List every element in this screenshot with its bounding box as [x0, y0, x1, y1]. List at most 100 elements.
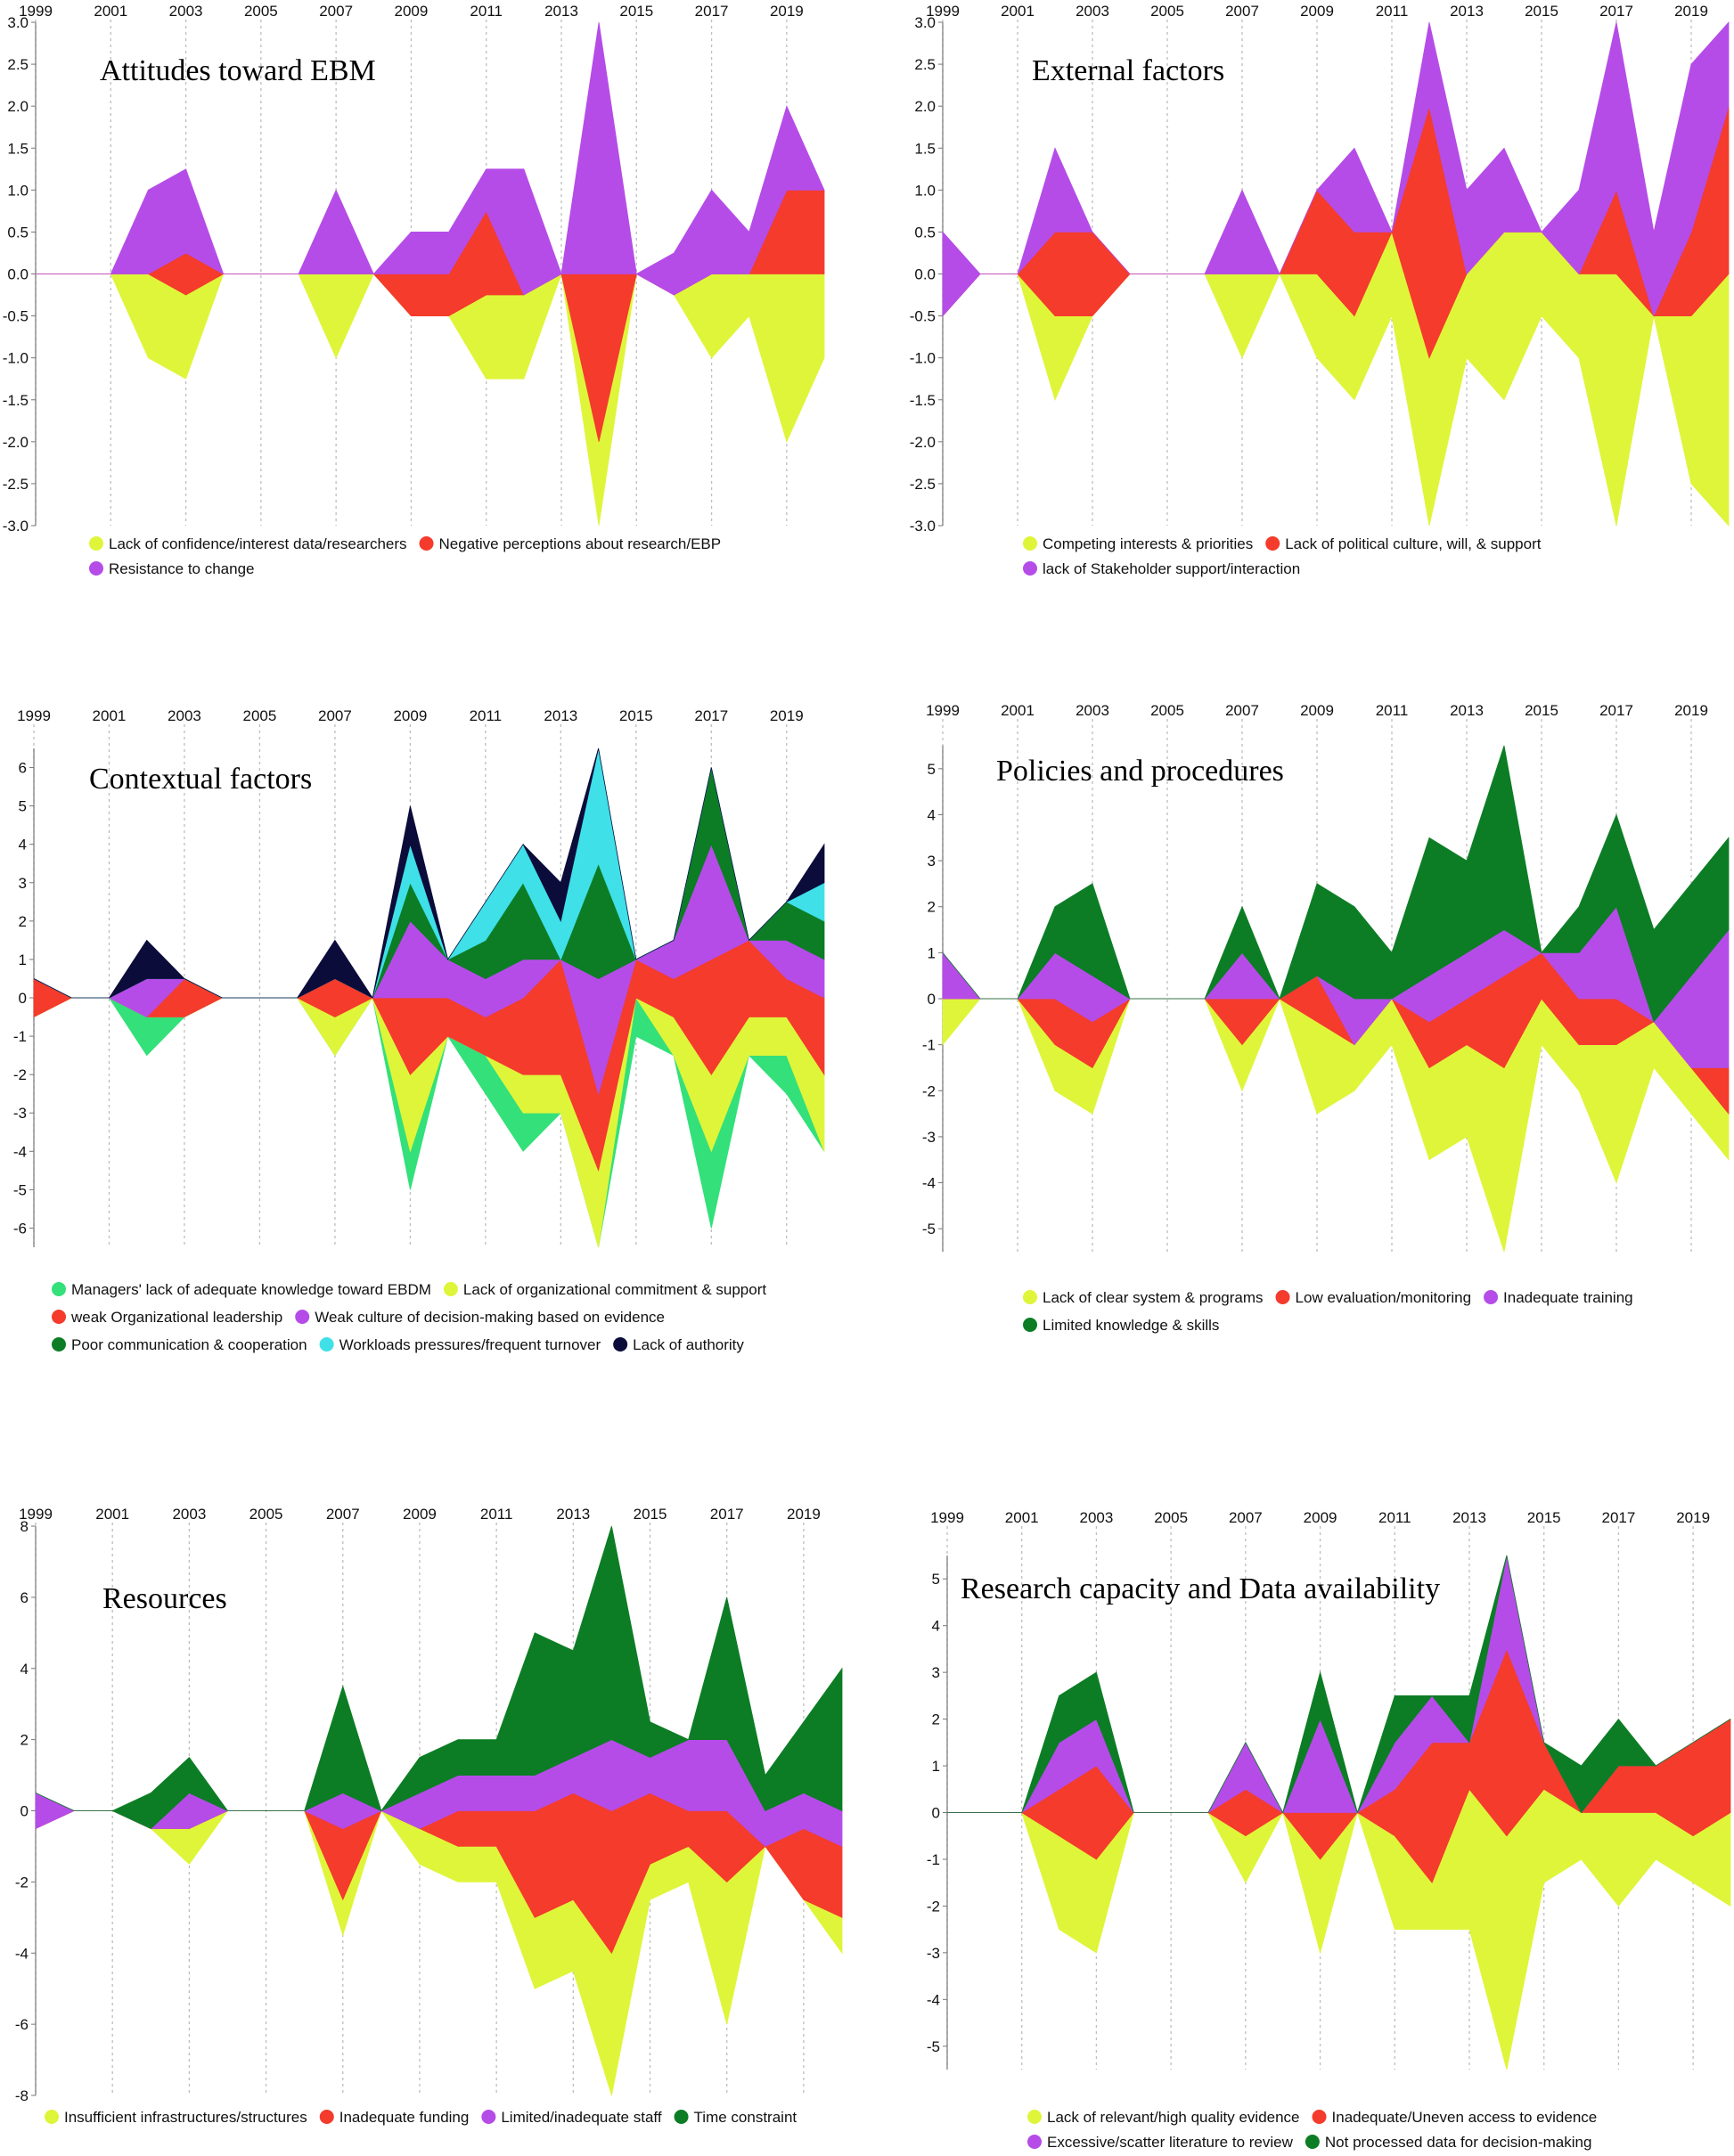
y-tick-label: -5 — [922, 1221, 936, 1237]
y-tick-label: 1.0 — [7, 182, 29, 199]
legend-swatch — [45, 2110, 59, 2124]
legend-label: Lack of organizational commitment & supp… — [463, 1281, 766, 1298]
legend-swatch — [674, 2110, 689, 2124]
x-tick-label: 2009 — [393, 707, 427, 724]
y-tick-label: 0.5 — [914, 224, 936, 241]
x-tick-label: 2009 — [395, 3, 429, 20]
x-tick-label: 2005 — [1154, 1509, 1188, 1526]
x-tick-label: 2013 — [544, 3, 578, 20]
x-tick-label: 2007 — [1229, 1509, 1263, 1526]
legend-swatch — [1027, 2110, 1042, 2124]
y-tick-label: 1.5 — [7, 140, 29, 157]
y-tick-label: 2 — [19, 913, 27, 930]
legend-label: Workloads pressures/frequent turnover — [339, 1336, 601, 1353]
x-tick-label: 2013 — [1452, 1509, 1486, 1526]
x-tick-label: 1999 — [17, 707, 51, 724]
area-layer — [947, 1555, 1731, 1814]
x-tick-label: 2005 — [244, 3, 278, 20]
y-tick-label: -2.5 — [910, 476, 936, 493]
legend-swatch — [1023, 536, 1037, 551]
y-tick-label: -6 — [15, 2016, 29, 2033]
legend-swatch — [1305, 2135, 1320, 2149]
chart-title: External factors — [1032, 54, 1224, 87]
legend-swatch — [613, 1337, 628, 1352]
y-tick-label: 6 — [20, 1589, 29, 1606]
chart-0: 1999 2001 2003 2005 2007 2009 2011 2013 2015 2017… — [3, 3, 825, 577]
legend-label: Inadequate training — [1503, 1289, 1633, 1306]
y-tick-label: 4 — [19, 837, 27, 853]
y-tick-label: -5 — [13, 1181, 27, 1198]
area-layer — [942, 20, 1730, 317]
x-tick-label: 2007 — [1225, 3, 1259, 20]
x-tick-label: 2003 — [1080, 1509, 1114, 1526]
y-tick-label: -1 — [13, 1028, 27, 1045]
y-tick-label: 1.5 — [914, 140, 936, 157]
x-tick-label: 2003 — [169, 3, 203, 20]
x-tick-label: 2013 — [1450, 3, 1484, 20]
y-tick-label: 2.5 — [914, 56, 936, 73]
x-tick-label: 2019 — [787, 1506, 821, 1523]
legend-swatch — [1023, 1290, 1037, 1304]
y-tick-label: 3 — [928, 853, 936, 870]
y-tick-label: -0.5 — [910, 308, 936, 325]
x-tick-label: 2011 — [1378, 1509, 1411, 1526]
chart-title: Contextual factors — [89, 763, 312, 796]
legend-swatch — [89, 561, 103, 576]
x-tick-label: 2001 — [1001, 3, 1035, 20]
x-tick-label: 2009 — [1304, 1509, 1337, 1526]
legend-label: Lack of relevant/high quality evidence — [1047, 2109, 1300, 2126]
legend-label: Limited knowledge & skills — [1043, 1317, 1219, 1334]
legend-label: Negative perceptions about research/EBP — [439, 535, 722, 552]
legend-label: Lack of clear system & programs — [1043, 1289, 1264, 1306]
y-tick-label: -3 — [922, 1129, 936, 1146]
y-tick-label: 0.0 — [914, 266, 936, 283]
y-tick-label: 2 — [20, 1732, 29, 1749]
legend-label: Resistance to change — [109, 560, 255, 577]
x-tick-label: 2003 — [1076, 3, 1109, 20]
y-tick-label: -8 — [15, 2087, 29, 2104]
legend-swatch — [319, 1337, 334, 1352]
x-tick-label: 1999 — [926, 3, 960, 20]
legend-swatch — [52, 1310, 66, 1324]
x-tick-label: 2009 — [403, 1506, 437, 1523]
y-tick-label: -1.0 — [910, 350, 936, 367]
legend-label: Weak culture of decision-making based on… — [315, 1309, 665, 1326]
x-tick-label: 2005 — [249, 1506, 283, 1523]
legend-label: Lack of authority — [633, 1336, 744, 1353]
y-tick-label: -1.5 — [3, 392, 29, 409]
y-tick-label: -2.5 — [3, 476, 29, 493]
legend-swatch — [419, 536, 434, 551]
legend-swatch — [1484, 1290, 1499, 1304]
y-tick-label: -3 — [927, 1945, 940, 1962]
x-tick-label: 2003 — [168, 707, 201, 724]
y-tick-label: 4 — [928, 806, 936, 823]
y-tick-label: -1.0 — [3, 350, 29, 367]
y-tick-label: -4 — [927, 1991, 940, 2008]
x-tick-label: 1999 — [930, 1509, 964, 1526]
x-tick-label: 2017 — [694, 707, 728, 724]
legend-label: Limited/inadequate staff — [501, 2109, 661, 2126]
legend-label: Not processed data for decision-making — [1325, 2134, 1592, 2151]
y-tick-label: -3 — [13, 1105, 27, 1122]
y-tick-label: 8 — [20, 1518, 29, 1535]
y-tick-label: -2 — [927, 1898, 940, 1915]
x-tick-label: 2019 — [1674, 3, 1708, 20]
x-tick-label: 2019 — [770, 3, 804, 20]
y-tick-label: 1 — [932, 1758, 940, 1775]
chart-3: 1999 2001 2003 2005 2007 2009 2011 2013 2015 2017… — [922, 702, 1730, 1334]
x-tick-label: 2017 — [695, 3, 729, 20]
y-tick-label: -1 — [927, 1851, 940, 1868]
legend-swatch — [1023, 561, 1037, 576]
y-tick-label: 0 — [20, 1803, 29, 1820]
x-tick-label: 2011 — [470, 707, 503, 724]
x-tick-label: 2015 — [619, 707, 653, 724]
x-tick-label: 2001 — [95, 1506, 129, 1523]
x-tick-label: 2011 — [1376, 3, 1409, 20]
y-tick-label: 0 — [928, 991, 936, 1008]
y-tick-label: -1 — [922, 1037, 936, 1054]
area-layer — [35, 1525, 843, 1829]
y-tick-label: -4 — [15, 1945, 29, 1962]
x-tick-label: 2007 — [1225, 702, 1259, 719]
y-tick-label: 3.0 — [7, 14, 29, 31]
x-tick-label: 2017 — [1602, 1509, 1636, 1526]
